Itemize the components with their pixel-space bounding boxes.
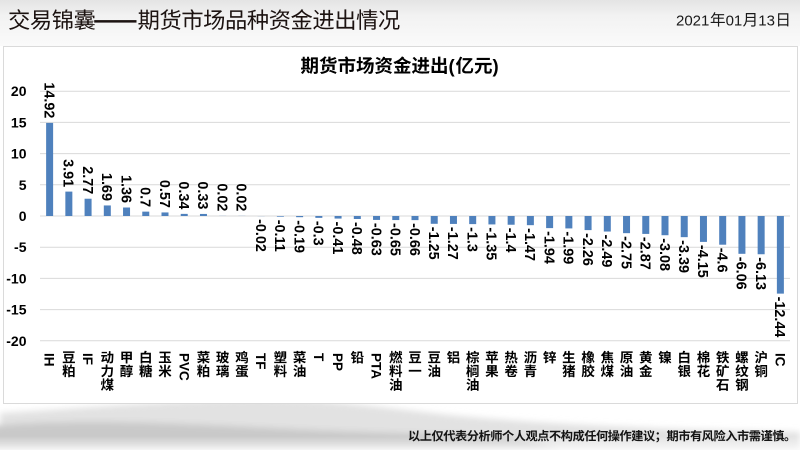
svg-text:-10: -10 (6, 270, 26, 286)
svg-text:3.91: 3.91 (60, 159, 76, 187)
svg-text:-6.06: -6.06 (733, 257, 749, 290)
svg-text:T: T (311, 353, 326, 362)
svg-text:0.02: 0.02 (233, 183, 249, 211)
svg-text:-4.6: -4.6 (713, 248, 729, 273)
svg-text:01: 01 (726, 12, 743, 29)
svg-text:-0.65: -0.65 (387, 223, 403, 256)
svg-text:0: 0 (19, 208, 27, 224)
svg-text:-1.35: -1.35 (483, 227, 499, 260)
svg-text:0.34: 0.34 (175, 181, 191, 209)
svg-text:IF: IF (80, 353, 95, 365)
svg-text:10: 10 (11, 146, 27, 162)
svg-text:13: 13 (758, 12, 775, 29)
svg-text:-1.94: -1.94 (540, 231, 556, 264)
svg-text:-1.3: -1.3 (463, 227, 479, 252)
svg-text:IH: IH (42, 353, 57, 367)
svg-text:-3.08: -3.08 (656, 238, 672, 271)
svg-text:-6.13: -6.13 (752, 257, 768, 290)
svg-text:15: 15 (11, 114, 27, 130)
svg-text:-0.3: -0.3 (310, 221, 326, 246)
svg-text:-0.48: -0.48 (348, 222, 364, 255)
svg-text:-0.41: -0.41 (329, 222, 345, 255)
svg-text:-1.99: -1.99 (560, 231, 576, 264)
svg-text:-3.39: -3.39 (675, 240, 691, 273)
svg-text:-20: -20 (6, 333, 26, 349)
svg-text:-2.87: -2.87 (637, 237, 653, 270)
svg-text:-0.19: -0.19 (290, 220, 306, 253)
svg-text:5: 5 (19, 177, 27, 193)
svg-text:1.36: 1.36 (117, 175, 133, 203)
svg-text:-1.4: -1.4 (502, 228, 518, 253)
svg-text:1.69: 1.69 (98, 173, 114, 201)
svg-text:14.92: 14.92 (40, 82, 56, 118)
svg-text:-15: -15 (6, 302, 26, 318)
svg-text:IC: IC (772, 353, 787, 367)
svg-text:): ) (493, 55, 499, 76)
svg-text:-4.15: -4.15 (694, 245, 710, 278)
svg-text:-2.49: -2.49 (598, 235, 614, 268)
svg-text:-0.66: -0.66 (406, 223, 422, 256)
svg-text:20: 20 (11, 83, 27, 99)
svg-text:PP: PP (330, 353, 345, 371)
svg-text:0.7: 0.7 (137, 187, 153, 207)
svg-text:-0.02: -0.02 (252, 219, 268, 252)
svg-text:-0.11: -0.11 (271, 220, 287, 252)
svg-text:-0.63: -0.63 (367, 223, 383, 256)
svg-text:2.77: 2.77 (79, 166, 95, 194)
svg-text:-2.26: -2.26 (579, 233, 595, 266)
svg-text:PTA: PTA (369, 353, 384, 379)
svg-text:0.33: 0.33 (194, 181, 210, 209)
svg-text:-1.27: -1.27 (444, 227, 460, 260)
svg-text:-1.47: -1.47 (521, 228, 537, 261)
svg-text:TF: TF (253, 353, 268, 370)
svg-text:-2.75: -2.75 (617, 236, 633, 269)
svg-text:-12.44: -12.44 (771, 297, 787, 338)
svg-text:PVC: PVC (176, 353, 191, 381)
svg-text:0.57: 0.57 (156, 180, 172, 208)
svg-text:-1.25: -1.25 (425, 227, 441, 260)
svg-text:(: ( (449, 55, 456, 76)
svg-text:-5: -5 (14, 239, 27, 255)
svg-text:2021: 2021 (676, 12, 709, 29)
svg-text:0.02: 0.02 (213, 183, 229, 211)
